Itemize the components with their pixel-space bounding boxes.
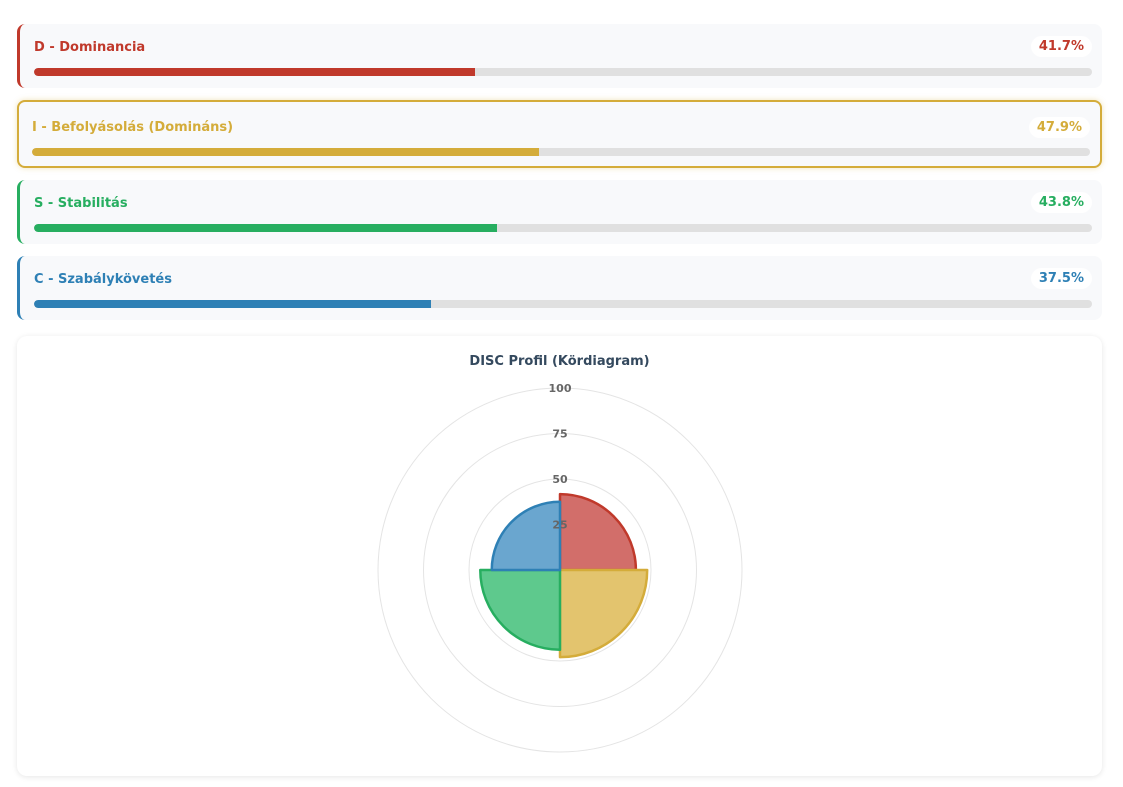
- score-track-s: [34, 224, 1092, 232]
- score-label-s: S - Stabilitás: [34, 196, 128, 211]
- score-track-c: [34, 300, 1092, 308]
- score-card-s: S - Stabilitás 43.8%: [17, 180, 1102, 244]
- score-track-i: [32, 148, 1090, 156]
- score-card-c: C - Szabálykövetés 37.5%: [17, 256, 1102, 320]
- grid-circle-100: [377, 387, 743, 753]
- score-card-d: D - Dominancia 41.7%: [17, 24, 1102, 88]
- score-fill-i: [32, 148, 539, 156]
- score-label-c: C - Szabálykövetés: [34, 272, 172, 287]
- score-label-i: I - Befolyásolás (Domináns): [32, 120, 234, 135]
- score-fill-s: [34, 224, 498, 232]
- score-percent-s: 43.8%: [1030, 192, 1092, 213]
- score-card-i: I - Befolyásolás (Domináns) 47.9%: [17, 100, 1102, 168]
- score-fill-c: [34, 300, 431, 308]
- polar-area-chart: 25 50 75 100: [377, 382, 743, 753]
- tick-label-25: 25: [552, 519, 567, 532]
- chart-title: DISC Profil (Kördiagram): [469, 354, 650, 369]
- polar-segment-i: [558, 568, 649, 659]
- grid-circle-75: [423, 433, 697, 707]
- polar-segment-d: [558, 492, 638, 572]
- polar-chart-card: DISC Profil (Kördiagram) 25 50 75 100: [17, 336, 1102, 776]
- score-track-d: [34, 68, 1092, 76]
- score-percent-d: 41.7%: [1030, 36, 1092, 57]
- polar-segment-s: [479, 568, 562, 651]
- polar-segment-c: [490, 500, 562, 572]
- disc-score-list: D - Dominancia 41.7% I - Befolyásolás (D…: [17, 24, 1102, 332]
- tick-label-75: 75: [552, 428, 567, 441]
- score-percent-c: 37.5%: [1030, 268, 1092, 289]
- tick-label-50: 50: [552, 473, 568, 486]
- score-label-d: D - Dominancia: [34, 40, 146, 55]
- score-percent-i: 47.9%: [1028, 117, 1090, 138]
- grid-circle-50: [468, 478, 652, 662]
- score-fill-d: [34, 68, 476, 76]
- tick-label-100: 100: [549, 382, 572, 395]
